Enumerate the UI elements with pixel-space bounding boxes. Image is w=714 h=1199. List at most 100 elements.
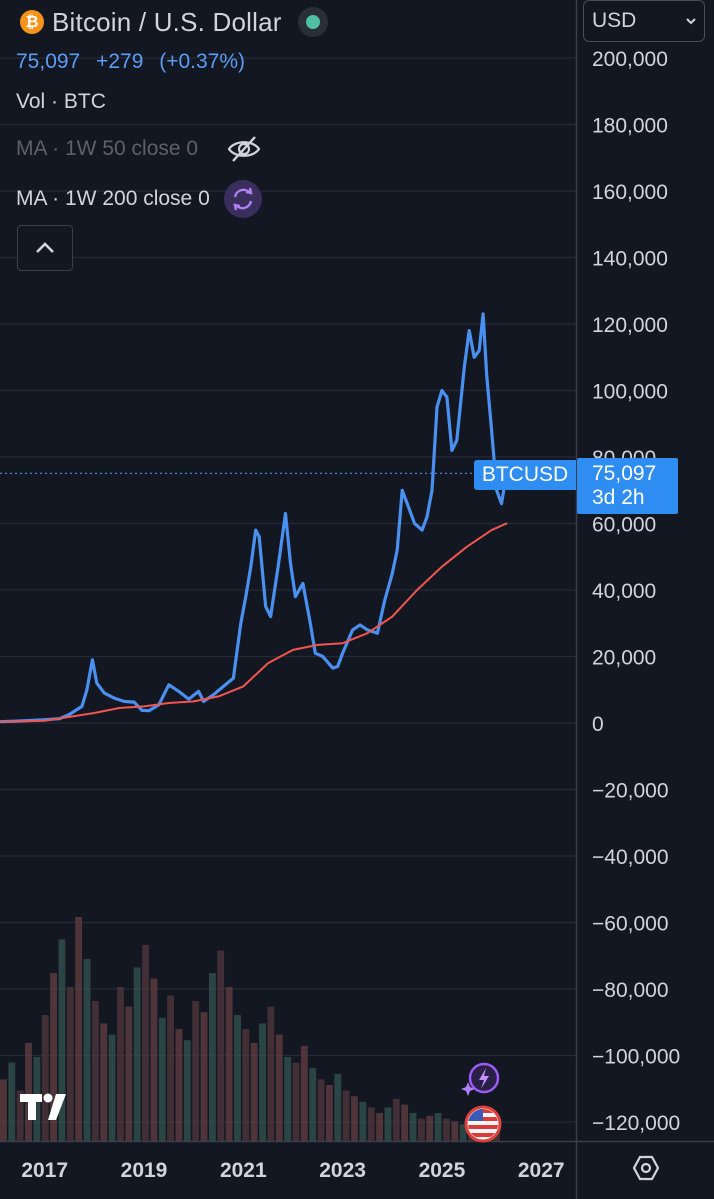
volume-bar (409, 1113, 417, 1141)
x-tick-label: 2021 (220, 1159, 267, 1182)
x-tick-label: 2027 (518, 1159, 565, 1182)
volume-bar (16, 1090, 24, 1141)
price-change: +279 (96, 50, 144, 73)
x-tick-label: 2025 (419, 1159, 466, 1182)
bitcoin-icon: ₿ (20, 10, 44, 34)
volume-bar (292, 1062, 300, 1141)
symbol-title[interactable]: Bitcoin / U.S. Dollar (52, 6, 282, 37)
volume-bar (359, 1101, 367, 1141)
legend-ma50-label: MA · 1W 50 close 0 (16, 137, 199, 160)
x-tick-label: 2023 (319, 1159, 366, 1182)
volume-bar (334, 1073, 342, 1141)
y-tick-label: −60,000 (592, 913, 669, 936)
y-tick-label: 100,000 (592, 381, 668, 404)
volume-bar (183, 1040, 191, 1141)
price-change-percent: (+0.37%) (159, 50, 246, 73)
last-price-tag-value: 75,097 (592, 462, 657, 485)
volume-bar (83, 959, 91, 1141)
volume-bar (309, 1068, 317, 1141)
legend-volume[interactable]: Vol · BTC (16, 90, 106, 114)
y-tick-label: −120,000 (592, 1112, 680, 1135)
y-tick-label: −100,000 (592, 1046, 680, 1069)
y-tick-label: 160,000 (592, 181, 668, 204)
volume-bar (234, 1015, 241, 1141)
volume-bar (367, 1107, 375, 1141)
collapse-legend-button[interactable] (17, 225, 73, 271)
price-line (0, 312, 509, 724)
last-price-tag: 75,097 3d 2h (577, 458, 678, 514)
volume-bar (208, 973, 216, 1141)
x-axis[interactable]: 2017 2019 2021 2023 2025 2027 (21, 1159, 564, 1182)
volume-bar (259, 1023, 266, 1141)
volume-bar (200, 1012, 208, 1141)
volume-bar (75, 917, 83, 1141)
chevron-down-icon (686, 18, 696, 25)
volume-bar (275, 1034, 283, 1141)
y-axis[interactable]: 200,000 180,000 160,000 140,000 120,000 100,0… (592, 48, 680, 1135)
chart-series (0, 312, 576, 724)
tradingview-logo[interactable] (18, 1088, 78, 1124)
price-summary: 75,097 +279 (+0.37%) (16, 50, 255, 74)
y-tick-label: 20,000 (592, 647, 656, 670)
volume-bar (167, 995, 175, 1141)
legend-volume-label: Vol · BTC (16, 90, 106, 113)
volume-bar (342, 1090, 350, 1141)
ma200-line (0, 522, 508, 723)
settings-icon[interactable] (628, 1150, 664, 1186)
y-tick-label: 140,000 (592, 248, 668, 271)
x-tick-label: 2019 (121, 1159, 168, 1182)
currency-select[interactable]: USD (583, 0, 705, 42)
volume-bar (317, 1079, 325, 1141)
y-tick-label: 60,000 (592, 514, 656, 537)
volume-bar (217, 950, 225, 1141)
volume-bar (242, 1029, 250, 1141)
volume-bar (426, 1115, 434, 1141)
volume-bar (117, 987, 124, 1141)
y-tick-label: −80,000 (592, 979, 669, 1002)
volume-bar (50, 973, 58, 1141)
volume-bar (250, 1043, 258, 1141)
y-tick-label: −40,000 (592, 846, 669, 869)
volume-bar (376, 1113, 383, 1141)
volume-bar (451, 1121, 459, 1141)
volume-bar (125, 1006, 133, 1141)
currency-select-value: USD (592, 9, 637, 32)
y-tick-label: 120,000 (592, 314, 668, 337)
legend-ma200[interactable]: MA · 1W 200 close 0 (16, 180, 262, 218)
volume-bar (133, 967, 141, 1141)
volume-bar (384, 1107, 392, 1141)
volume-bar (158, 1017, 166, 1141)
volume-bar (267, 1006, 275, 1141)
y-tick-label: −20,000 (592, 780, 669, 803)
sync-icon[interactable] (223, 180, 262, 218)
live-status-icon[interactable] (297, 7, 328, 37)
volume-bar (443, 1118, 450, 1141)
legend-ma50[interactable]: MA · 1W 50 close 0 (16, 134, 262, 164)
sparkle-lightning-icon[interactable] (460, 1060, 500, 1100)
volume-bar (192, 1001, 200, 1141)
last-price: 75,097 (16, 50, 81, 73)
symbol-title-row[interactable]: ₿ Bitcoin / U.S. Dollar (0, 4, 328, 40)
us-flag-icon[interactable] (463, 1104, 503, 1144)
volume-bar (100, 1023, 108, 1141)
volume-bar (300, 1045, 308, 1141)
symbol-price-tag: BTCUSD (474, 460, 576, 490)
volume-bar (58, 939, 66, 1141)
bar-countdown: 3d 2h (592, 486, 645, 509)
y-tick-label: 200,000 (592, 48, 668, 71)
y-tick-label: 0 (592, 713, 604, 736)
volume-bar (25, 1043, 32, 1141)
volume-bar (8, 1062, 16, 1141)
eye-off-icon[interactable] (226, 134, 262, 164)
volume-bar (225, 987, 233, 1141)
volume-bar (417, 1118, 425, 1141)
volume-bar (284, 1057, 292, 1141)
volume-bar (91, 1001, 99, 1141)
volume-bar (434, 1113, 442, 1141)
volume-bar (66, 987, 74, 1141)
volume-bar (459, 1124, 467, 1141)
volume-bar (0, 1079, 7, 1141)
legend-ma200-label: MA · 1W 200 close 0 (16, 187, 210, 210)
